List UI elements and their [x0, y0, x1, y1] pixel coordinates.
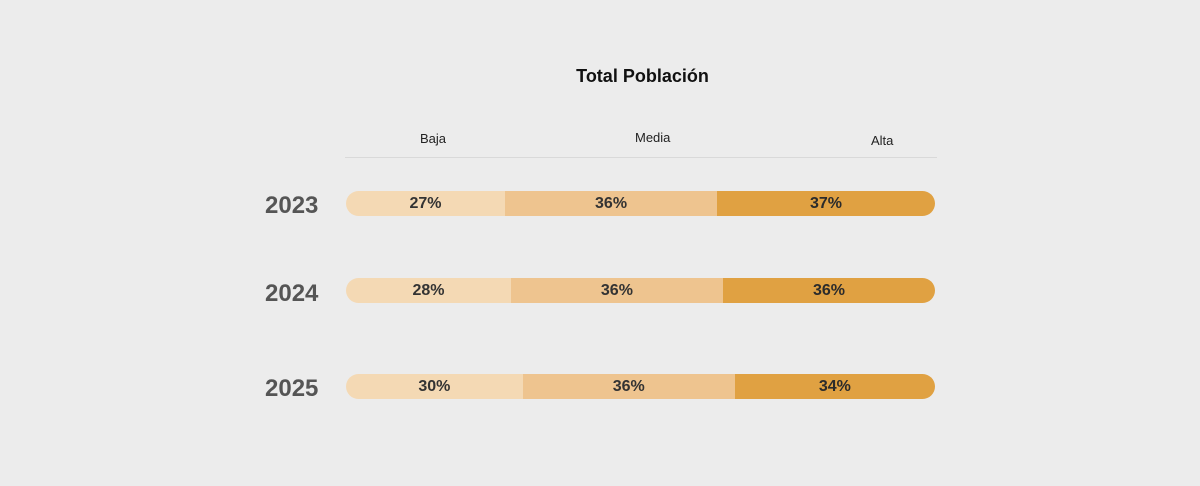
data-label: 30% — [418, 377, 451, 395]
data-label: 34% — [818, 377, 851, 395]
data-label: 36% — [595, 194, 628, 212]
legend-label-alta: Alta — [871, 133, 894, 148]
bar-2025: 30% 36% 34% — [346, 374, 935, 399]
data-label: 27% — [409, 194, 442, 212]
category-label-2023: 2023 — [265, 192, 319, 219]
data-label: 36% — [812, 281, 845, 299]
chart-title: Total Población — [576, 66, 709, 86]
bar-segment-alta-2025: 34% — [734, 374, 935, 399]
data-label: 36% — [612, 377, 645, 395]
bar-segment-alta-2023: 37% — [717, 191, 935, 216]
bar-segment-baja-2024: 28% — [346, 278, 511, 303]
category-label-2024: 2024 — [265, 280, 319, 307]
data-label: 37% — [809, 194, 843, 212]
data-label: 28% — [412, 281, 445, 299]
bar-segment-media-2025: 36% — [522, 374, 735, 399]
bar-segment-media-2023: 36% — [505, 191, 718, 216]
category-label-2025: 2025 — [265, 375, 319, 402]
bar-segment-baja-2023: 27% — [346, 191, 506, 216]
legend-label-baja: Baja — [420, 131, 447, 146]
bar-segment-media-2024: 36% — [510, 278, 723, 303]
data-label: 36% — [600, 281, 633, 299]
header-divider — [345, 157, 937, 158]
bar-2023: 27% 36% 37% — [346, 191, 935, 216]
bar-segment-alta-2024: 36% — [722, 278, 935, 303]
bar-2024: 28% 36% 36% — [346, 278, 935, 303]
bar-segment-baja-2025: 30% — [346, 374, 523, 399]
legend-label-media: Media — [635, 130, 671, 145]
